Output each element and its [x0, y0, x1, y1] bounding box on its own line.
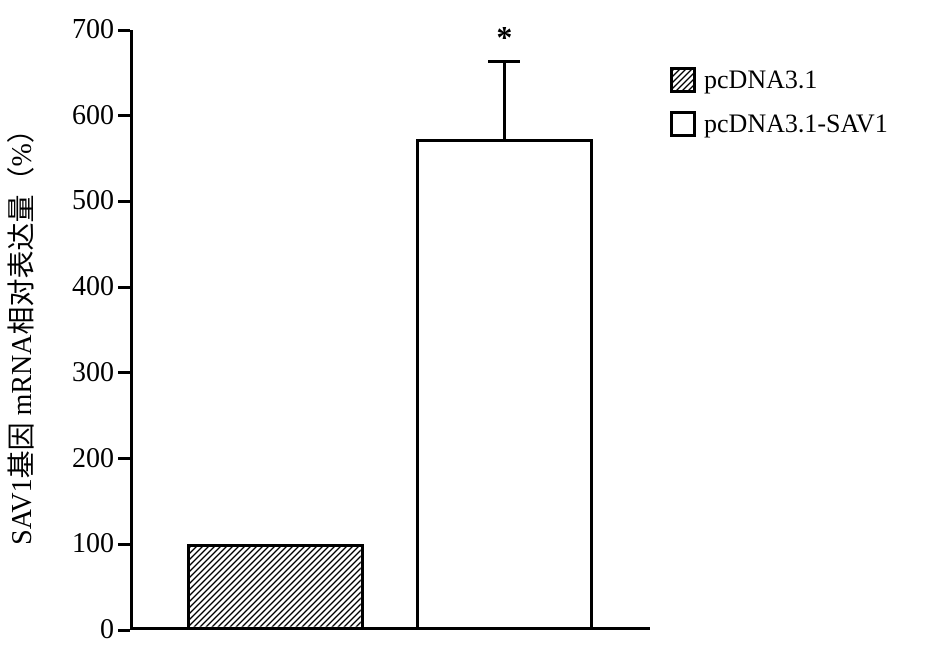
legend-label-pcDNA3_1: pcDNA3.1 — [704, 65, 817, 95]
y-tick-label: 700 — [72, 14, 114, 46]
y-axis-line — [130, 30, 133, 630]
error-cap-pcDNA3_1_SAV1 — [488, 60, 520, 63]
y-tick — [118, 371, 130, 374]
y-axis-title: SAV1基因 mRNA相对表达量（%） — [0, 115, 40, 545]
y-tick-label: 300 — [72, 357, 114, 389]
y-tick — [118, 286, 130, 289]
y-tick — [118, 114, 130, 117]
bar-pcDNA3_1_SAV1 — [416, 139, 593, 630]
y-tick-label: 600 — [72, 100, 114, 132]
plot-area: 0100200300400500600700* — [130, 30, 650, 630]
legend-swatch-pcDNA3_1_SAV1 — [670, 111, 696, 137]
y-tick-label: 100 — [72, 528, 114, 560]
legend-item-pcDNA3_1: pcDNA3.1 — [670, 65, 888, 95]
y-tick-label: 400 — [72, 271, 114, 303]
y-tick-label: 0 — [100, 614, 114, 646]
y-tick — [118, 200, 130, 203]
legend-item-pcDNA3_1_SAV1: pcDNA3.1-SAV1 — [670, 109, 888, 139]
y-tick — [118, 457, 130, 460]
y-tick-label: 200 — [72, 443, 114, 475]
y-tick — [118, 29, 130, 32]
error-bar-pcDNA3_1_SAV1 — [503, 62, 506, 139]
significance-pcDNA3_1_SAV1: * — [496, 19, 512, 56]
y-tick — [118, 543, 130, 546]
y-tick — [118, 629, 130, 632]
chart-container: SAV1基因 mRNA相对表达量（%） 01002003004005006007… — [0, 0, 934, 660]
y-tick-label: 500 — [72, 185, 114, 217]
legend-label-pcDNA3_1_SAV1: pcDNA3.1-SAV1 — [704, 109, 888, 139]
legend: pcDNA3.1 pcDNA3.1-SAV1 — [670, 65, 888, 153]
legend-swatch-pcDNA3_1 — [670, 67, 696, 93]
bar-pcDNA3_1 — [187, 544, 364, 630]
